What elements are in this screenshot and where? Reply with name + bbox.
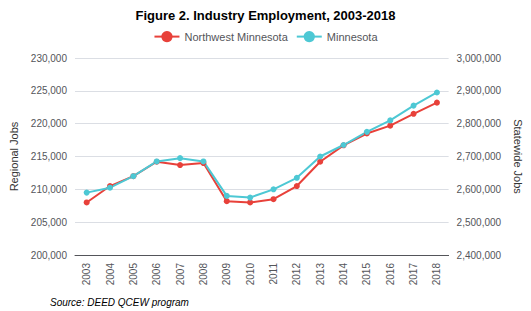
svg-text:2005: 2005 bbox=[128, 263, 139, 286]
svg-text:2,500,000: 2,500,000 bbox=[457, 217, 502, 228]
svg-text:2008: 2008 bbox=[198, 263, 209, 286]
svg-text:Figure 2. Industry Employment,: Figure 2. Industry Employment, 2003-2018 bbox=[135, 8, 395, 23]
svg-text:225,000: 225,000 bbox=[31, 85, 68, 96]
svg-text:200,000: 200,000 bbox=[31, 250, 68, 261]
svg-text:Regional Jobs: Regional Jobs bbox=[8, 121, 20, 191]
svg-text:2013: 2013 bbox=[315, 263, 326, 286]
svg-text:Northwest Minnesota: Northwest Minnesota bbox=[184, 31, 288, 43]
svg-text:Minnesota: Minnesota bbox=[327, 31, 379, 43]
svg-text:2016: 2016 bbox=[385, 263, 396, 286]
svg-text:210,000: 210,000 bbox=[31, 184, 68, 195]
svg-text:2004: 2004 bbox=[105, 263, 116, 286]
svg-text:205,000: 205,000 bbox=[31, 217, 68, 228]
svg-text:2003: 2003 bbox=[81, 263, 92, 286]
svg-text:2006: 2006 bbox=[151, 263, 162, 286]
svg-text:Source: DEED QCEW program: Source: DEED QCEW program bbox=[50, 297, 189, 308]
svg-text:230,000: 230,000 bbox=[31, 53, 68, 64]
svg-text:2018: 2018 bbox=[431, 263, 442, 286]
svg-text:2007: 2007 bbox=[175, 263, 186, 286]
svg-text:2012: 2012 bbox=[291, 263, 302, 286]
svg-text:2015: 2015 bbox=[361, 263, 372, 286]
svg-text:3,000,000: 3,000,000 bbox=[457, 53, 502, 64]
svg-text:2011: 2011 bbox=[268, 263, 279, 285]
svg-text:215,000: 215,000 bbox=[31, 151, 68, 162]
svg-text:2009: 2009 bbox=[221, 263, 232, 286]
svg-text:2,700,000: 2,700,000 bbox=[457, 151, 502, 162]
svg-text:2,900,000: 2,900,000 bbox=[457, 85, 502, 96]
svg-text:2010: 2010 bbox=[245, 263, 256, 286]
svg-text:2,600,000: 2,600,000 bbox=[457, 184, 502, 195]
svg-text:2017: 2017 bbox=[408, 263, 419, 286]
svg-text:2014: 2014 bbox=[338, 263, 349, 286]
svg-text:220,000: 220,000 bbox=[31, 118, 68, 129]
svg-text:Statewide Jobs: Statewide Jobs bbox=[512, 119, 524, 194]
svg-text:2,800,000: 2,800,000 bbox=[457, 118, 502, 129]
svg-text:2,400,000: 2,400,000 bbox=[457, 250, 502, 261]
